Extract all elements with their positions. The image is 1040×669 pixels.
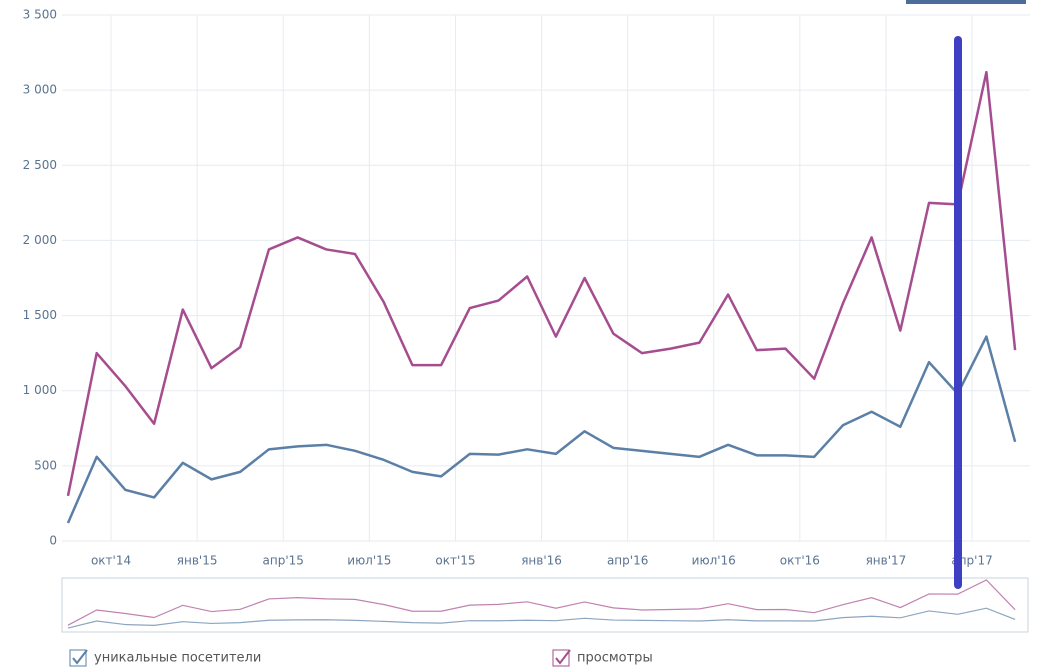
y-tick-label: 0 bbox=[49, 534, 57, 548]
y-tick-label: 3 500 bbox=[23, 8, 57, 22]
y-tick-label: 1 000 bbox=[23, 383, 57, 397]
x-tick-label: окт'14 bbox=[91, 554, 131, 568]
y-tick-label: 1 500 bbox=[23, 308, 57, 322]
legend-label: уникальные посетители bbox=[94, 651, 261, 666]
legend-check bbox=[72, 649, 88, 665]
legend-label: просмотры bbox=[577, 651, 653, 666]
legend-checkbox[interactable] bbox=[552, 649, 570, 667]
x-tick-label: июл'16 bbox=[692, 554, 736, 568]
y-tick-label: 3 000 bbox=[23, 83, 57, 97]
x-tick-label: янв'15 bbox=[177, 554, 218, 568]
zoom-button[interactable] bbox=[906, 0, 1026, 4]
x-tick-label: окт'16 bbox=[780, 554, 820, 568]
series-line bbox=[66, 70, 1017, 497]
x-tick-label: янв'16 bbox=[521, 554, 562, 568]
x-tick-label: апр'16 bbox=[607, 554, 648, 568]
x-tick-label: июл'15 bbox=[347, 554, 391, 568]
y-tick-label: 2 500 bbox=[23, 158, 57, 172]
navigator-line bbox=[67, 579, 1016, 626]
legend-check bbox=[555, 649, 571, 665]
series-line bbox=[66, 335, 1017, 524]
y-tick-label: 500 bbox=[34, 458, 57, 472]
x-tick-label: окт'15 bbox=[435, 554, 475, 568]
legend-checkbox[interactable] bbox=[69, 649, 87, 667]
x-tick-label: янв'17 bbox=[866, 554, 907, 568]
navigator-frame bbox=[61, 577, 1029, 633]
x-tick-label: апр'15 bbox=[263, 554, 304, 568]
y-tick-label: 2 000 bbox=[23, 233, 57, 247]
navigator-line bbox=[67, 607, 1016, 629]
